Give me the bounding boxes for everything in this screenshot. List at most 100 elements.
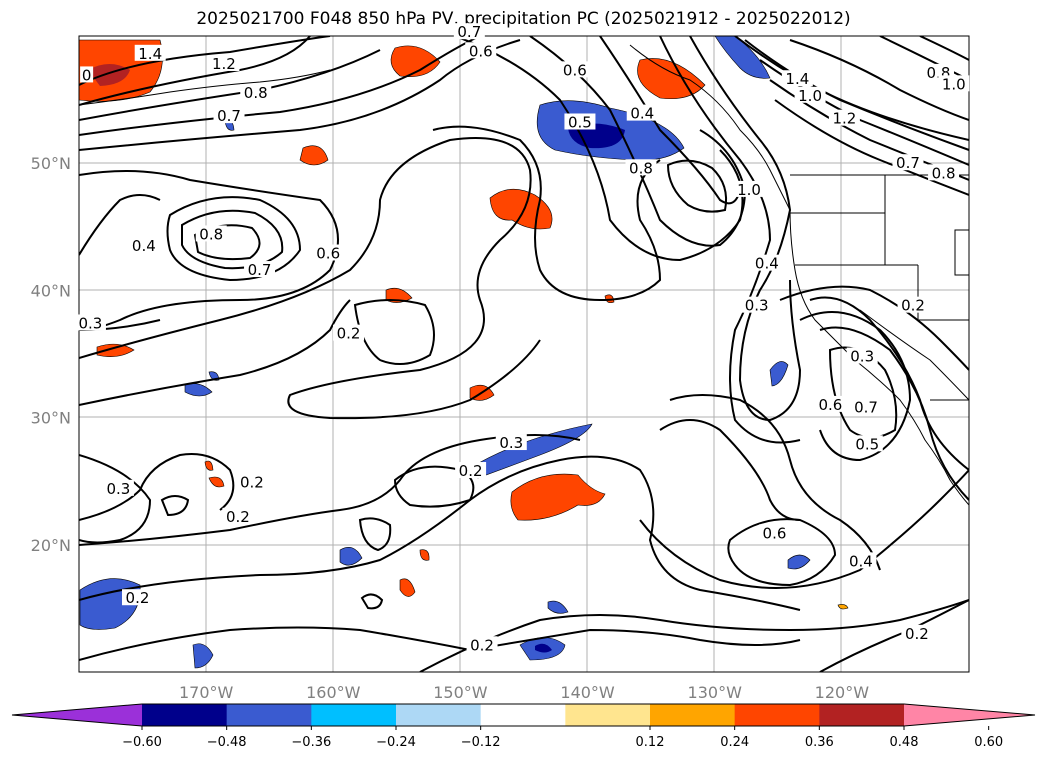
contour-label-bg — [851, 435, 883, 452]
contour-label: 0.3 — [106, 480, 130, 498]
map-background — [79, 36, 969, 672]
contour-label: 0.7 — [217, 107, 241, 125]
contour-label-bg — [495, 434, 527, 451]
lat-label: 20°N — [31, 536, 71, 555]
lon-label: 170°W — [179, 683, 234, 702]
contour-label-bg — [625, 159, 657, 176]
contour-label: 1.4 — [785, 70, 809, 88]
contour-label: 0.3 — [499, 434, 523, 452]
contour-label: 0.7 — [896, 154, 920, 172]
contour-label-bg — [845, 552, 877, 569]
contour-label: 0.3 — [79, 314, 103, 332]
contour-label: 0.8 — [629, 159, 653, 177]
contour-label-bg — [465, 42, 497, 59]
colorbar-segment — [311, 704, 397, 726]
contour-label-bg — [781, 70, 813, 87]
lon-label: 160°W — [306, 683, 361, 702]
contour-label: 0.6 — [316, 245, 340, 263]
contour-label: 0.6 — [818, 396, 842, 414]
coastlines — [79, 44, 969, 506]
contour-label-bg — [733, 180, 765, 197]
contour-label: 0.5 — [568, 113, 592, 131]
contour-label-bg — [846, 347, 878, 364]
contour-label-bg — [850, 398, 882, 415]
lat-label: 50°N — [31, 154, 71, 173]
contour-label: 0.8 — [244, 84, 268, 102]
lon-label: 140°W — [560, 683, 615, 702]
contour-label-bg — [240, 84, 272, 101]
contour-label-bg — [758, 524, 790, 541]
contour-label-bg — [74, 314, 106, 331]
colorbar-segment — [226, 704, 312, 726]
contour-label: 0.3 — [850, 348, 874, 366]
contour-label-bg — [453, 23, 485, 40]
contour-label: 0.7 — [248, 261, 272, 279]
contour-label: 0 — [82, 66, 92, 84]
contour-label-bg — [928, 164, 960, 181]
colorbar-segment — [819, 704, 905, 726]
contour-label-bg — [128, 236, 160, 253]
colorbar-tick-label: 0.12 — [636, 735, 665, 750]
colorbar-segment — [565, 704, 651, 726]
colorbar: −0.60 −0.48 −0.36 −0.24 −0.12 0.12 0.24 0.36 0.4… — [11, 703, 1036, 750]
lon-label: 130°W — [688, 683, 743, 702]
contour-label: 0.2 — [905, 625, 929, 643]
contour-label-bg — [244, 261, 276, 278]
contour-label-bg — [236, 473, 268, 490]
contour-label-bg — [741, 296, 773, 313]
contour-label-bg — [102, 479, 134, 496]
lon-label: 150°W — [433, 683, 488, 702]
contour-label: 1.2 — [832, 110, 856, 128]
contour-label: 0.2 — [470, 636, 494, 654]
contour-label: 0.4 — [849, 552, 873, 570]
contour-label-bg — [121, 589, 153, 606]
contour-label: 1.0 — [737, 181, 761, 199]
contour-label-bg — [213, 107, 245, 124]
colorbar-segment — [734, 704, 820, 726]
contour-label-bg — [312, 244, 344, 261]
contour-label: 0.6 — [763, 524, 787, 542]
colorbar-segment — [650, 704, 736, 726]
colorbar-tick-label: −0.48 — [207, 735, 247, 750]
colorbar-tick-label: −0.12 — [461, 735, 501, 750]
contour-label-bg — [892, 154, 924, 171]
lat-label: 40°N — [31, 281, 71, 300]
contour-label: 0.2 — [240, 473, 264, 491]
colorbar-segment — [396, 704, 482, 726]
contour-label: 0.2 — [901, 297, 925, 315]
contour-label: 0.6 — [563, 61, 587, 79]
contour-label: 0.4 — [132, 237, 156, 255]
contour-label-bg — [828, 109, 860, 126]
colorbar-segment — [142, 704, 228, 726]
contour-label: 0.7 — [457, 23, 481, 41]
contour-label: 0.2 — [126, 589, 150, 607]
contour-label: 0.3 — [745, 297, 769, 315]
contour-label: 0.4 — [630, 105, 654, 123]
longitude-labels: 170°W 160°W 150°W 140°W 130°W 120°W — [179, 683, 869, 702]
colorbar-tick-label: −0.60 — [122, 735, 162, 750]
pv-contours — [79, 36, 969, 672]
colorbar-tick-label: 0.24 — [720, 735, 749, 750]
colorbar-tick-label: 0.36 — [805, 735, 834, 750]
gridlines — [79, 36, 969, 672]
contour-label-bg — [195, 225, 227, 242]
contour-label-bg — [897, 296, 929, 313]
contour-label-bg — [222, 507, 254, 524]
colorbar-extend-low — [12, 704, 142, 726]
contour-label: 0.2 — [459, 462, 483, 480]
colorbar-tick-label: −0.24 — [376, 735, 416, 750]
colorbar-tick-label: 0.48 — [890, 735, 919, 750]
map-title: 2025021700 F048 850 hPa PV, precipitatio… — [196, 9, 851, 29]
map-frame — [78, 35, 970, 673]
contour-label: 0.5 — [855, 435, 879, 453]
contour-label: 0.2 — [337, 325, 361, 343]
contour-label: 1.2 — [212, 55, 236, 73]
contour-label: 0.7 — [854, 398, 878, 416]
contour-label: 0.8 — [932, 164, 956, 182]
colorbar-segment — [480, 704, 566, 726]
contour-label-bg — [466, 636, 498, 653]
contour-label: 0.2 — [226, 508, 250, 526]
contour-label-bg — [134, 44, 166, 61]
contour-label-bg — [938, 75, 970, 92]
